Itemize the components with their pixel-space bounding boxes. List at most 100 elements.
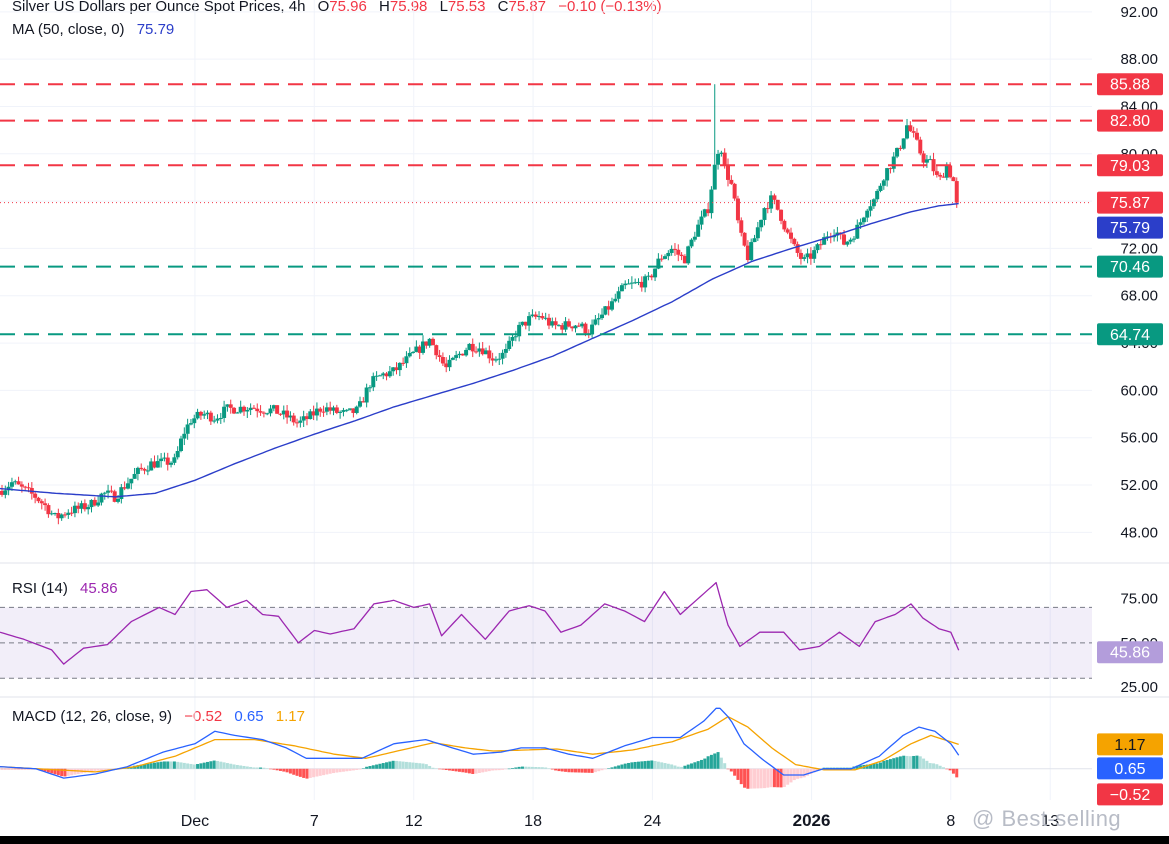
macd-histogram-bar — [676, 766, 680, 769]
candle-body — [69, 512, 74, 514]
macd-histogram-bar — [53, 768, 57, 775]
macd-histogram-bar — [308, 768, 312, 778]
rsi-value: 45.86 — [80, 580, 118, 597]
candle-body — [881, 180, 886, 186]
candle-body — [241, 406, 246, 412]
candle-body — [467, 343, 472, 350]
candle-body — [679, 254, 684, 257]
macd-histogram-bar — [663, 763, 667, 769]
candle-body — [301, 416, 306, 421]
candle-body — [82, 503, 87, 510]
candle-body — [427, 338, 432, 346]
candle-body — [159, 458, 164, 462]
macd-hist-tag: −0.52 — [1110, 787, 1151, 804]
macd-histogram-bar — [816, 768, 820, 771]
macd-histogram-bar — [762, 768, 766, 789]
macd-histogram-bar — [733, 768, 737, 776]
candle-body — [914, 132, 919, 140]
price-axis-tick-label: 52.00 — [1120, 477, 1158, 494]
candle-body — [626, 283, 631, 285]
level-tag: 64.74 — [1110, 327, 1150, 344]
candle-body — [775, 199, 780, 210]
macd-histogram-bar — [729, 768, 733, 772]
macd-histogram-bar — [0, 768, 4, 770]
candle-body — [908, 125, 913, 132]
candle-body — [125, 483, 130, 489]
macd-histogram-bar — [537, 767, 541, 769]
macd-histogram-bar — [491, 768, 495, 771]
macd-histogram-bar — [467, 768, 471, 774]
macd-histogram-bar — [587, 768, 591, 773]
candle-body — [225, 404, 230, 407]
candle-body — [16, 481, 21, 485]
candle-body — [682, 256, 687, 264]
macd-histogram-bar — [580, 768, 584, 773]
candle-body — [951, 177, 956, 182]
macd-histogram-bar — [464, 768, 468, 773]
macd-histogram-bar — [332, 768, 336, 774]
candle-body — [623, 283, 628, 286]
candle-body — [421, 341, 426, 353]
macd-histogram-bar — [96, 768, 100, 771]
candle-body — [895, 147, 900, 157]
candle-body — [868, 206, 873, 211]
macd-histogram-bar — [497, 768, 501, 771]
candle-body — [924, 159, 929, 163]
candle-body — [205, 412, 210, 415]
macd-histogram-bar — [275, 768, 279, 771]
macd-histogram-bar — [696, 761, 700, 769]
candle-body — [314, 408, 319, 416]
macd-histogram-bar — [653, 760, 657, 769]
macd-histogram-bar — [196, 764, 200, 769]
ma-tag-box — [1097, 216, 1163, 239]
open-value: 75.96 — [329, 0, 367, 15]
candle-body — [470, 343, 475, 352]
candle-body — [66, 512, 71, 515]
macd-histogram-bar — [385, 762, 389, 769]
macd-histogram-bar — [600, 768, 604, 771]
candle-body — [258, 411, 263, 413]
price-axis-tick-label: 56.00 — [1120, 430, 1158, 447]
candle-body — [845, 241, 850, 245]
macd-histogram-bar — [673, 765, 677, 769]
macd-histogram-bar — [782, 768, 786, 788]
candle-body — [255, 408, 260, 412]
macd-histogram-bar — [441, 768, 445, 770]
candle-body — [3, 490, 8, 495]
candle-body — [109, 490, 114, 492]
candle-body — [788, 232, 793, 239]
candle-body — [553, 321, 558, 326]
ma-value: 75.79 — [136, 21, 175, 38]
candle-body — [633, 282, 638, 284]
candle-body — [712, 164, 717, 190]
candle-body — [318, 408, 323, 412]
candle-body — [672, 248, 677, 250]
candle-body — [228, 404, 233, 408]
candle-body — [6, 486, 11, 491]
level-tag: 70.46 — [1110, 259, 1150, 276]
candle-body — [759, 219, 764, 228]
macd-histogram-bar — [945, 768, 949, 770]
candle-body — [291, 415, 296, 423]
candle-body — [460, 353, 465, 356]
candle-body — [96, 502, 101, 506]
rsi-legend: RSI (14) 45.86 — [12, 580, 118, 597]
candle-body — [490, 358, 495, 361]
candle-body — [235, 412, 240, 414]
candle-body — [742, 232, 747, 246]
macd-histogram-bar — [341, 768, 345, 772]
macd-histogram-bar — [951, 768, 955, 774]
macd-histogram-bar — [796, 768, 800, 779]
macd-histogram-bar — [494, 768, 498, 771]
candle-body — [901, 138, 906, 149]
candle-body — [931, 159, 936, 172]
candle-body — [440, 357, 445, 364]
level-tag: 82.80 — [1110, 113, 1150, 130]
macd-histogram-bar — [769, 768, 773, 788]
level-tag: 85.88 — [1110, 77, 1150, 94]
macd-histogram-bar — [431, 767, 435, 769]
change-value: −0.10 (−0.13%) — [558, 0, 662, 15]
candle-body — [394, 367, 399, 371]
macd-histogram-bar — [613, 766, 617, 769]
